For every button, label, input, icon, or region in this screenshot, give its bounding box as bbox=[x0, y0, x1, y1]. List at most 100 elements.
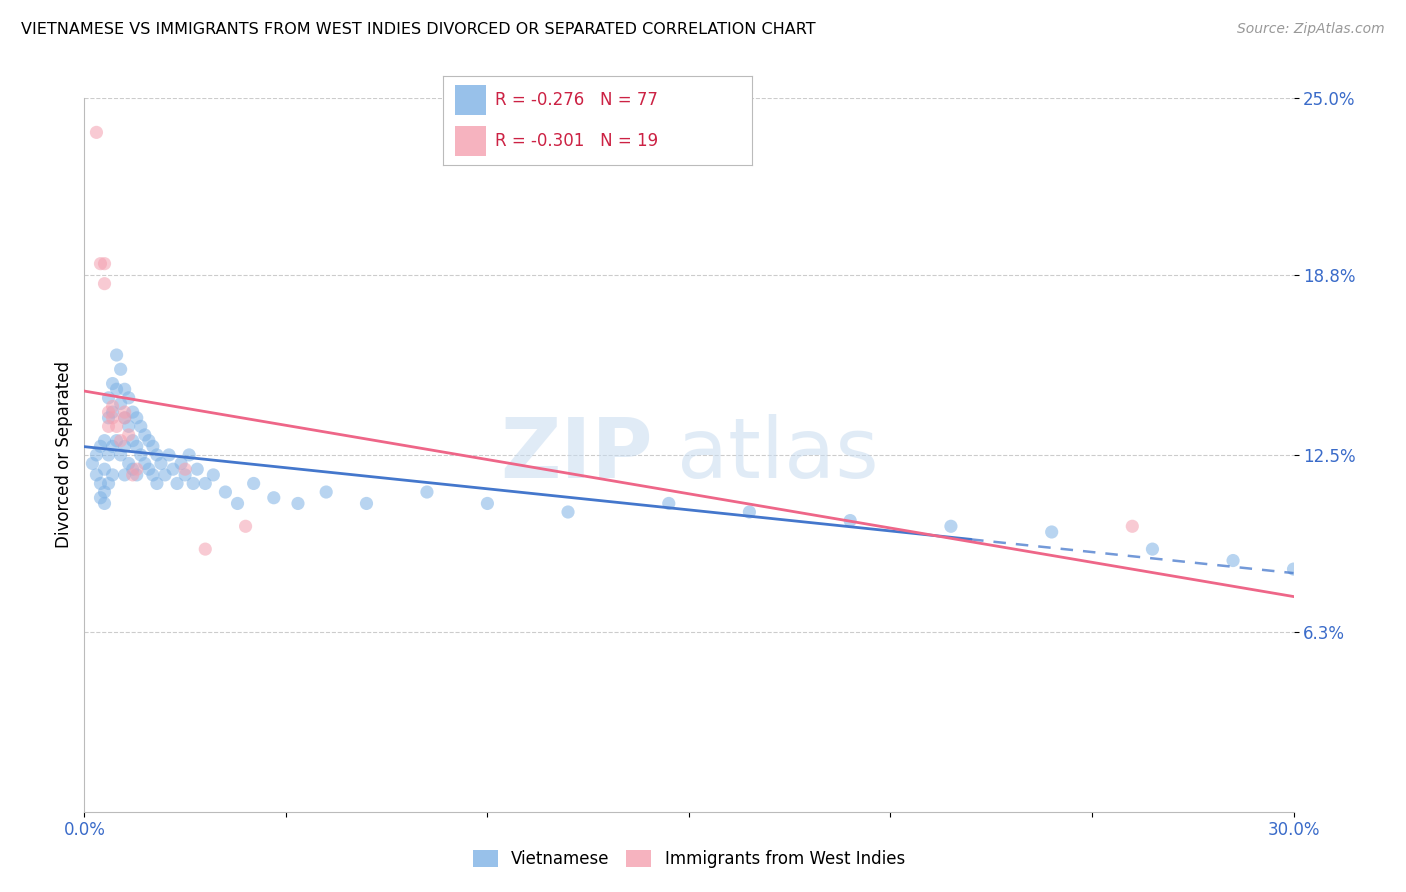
Point bbox=[97, 405, 120, 419]
Point bbox=[477, 496, 499, 510]
Point bbox=[939, 519, 962, 533]
Point bbox=[97, 391, 120, 405]
Point bbox=[93, 434, 115, 448]
Point bbox=[110, 434, 132, 448]
Point bbox=[97, 419, 120, 434]
Bar bbox=[456, 85, 486, 115]
Point bbox=[101, 405, 124, 419]
Point bbox=[114, 439, 136, 453]
Point bbox=[121, 467, 143, 482]
Point bbox=[134, 428, 156, 442]
Point bbox=[114, 382, 136, 396]
Point bbox=[125, 462, 148, 476]
Point bbox=[157, 448, 180, 462]
Point bbox=[142, 439, 165, 453]
Point bbox=[118, 457, 141, 471]
Point bbox=[174, 467, 197, 482]
Point bbox=[125, 410, 148, 425]
Point bbox=[97, 448, 120, 462]
Point bbox=[89, 476, 111, 491]
Point bbox=[1040, 524, 1063, 539]
Point bbox=[1222, 553, 1244, 567]
Point bbox=[174, 462, 197, 476]
Legend: Vietnamese, Immigrants from West Indies: Vietnamese, Immigrants from West Indies bbox=[467, 843, 911, 875]
Point bbox=[557, 505, 579, 519]
Point bbox=[658, 496, 681, 510]
Point bbox=[105, 434, 128, 448]
Point bbox=[315, 485, 337, 500]
Point bbox=[93, 277, 115, 291]
Point bbox=[121, 405, 143, 419]
Point bbox=[118, 391, 141, 405]
Point bbox=[110, 362, 132, 376]
Point bbox=[839, 514, 862, 528]
Point bbox=[142, 467, 165, 482]
Point bbox=[82, 457, 104, 471]
Point bbox=[202, 467, 225, 482]
Point bbox=[121, 462, 143, 476]
Point bbox=[121, 434, 143, 448]
Point bbox=[1142, 542, 1164, 557]
Point bbox=[105, 382, 128, 396]
Point bbox=[86, 467, 108, 482]
Bar bbox=[456, 126, 486, 156]
Point bbox=[235, 519, 257, 533]
Point bbox=[356, 496, 378, 510]
Point bbox=[242, 476, 264, 491]
Point bbox=[101, 439, 124, 453]
Point bbox=[101, 400, 124, 414]
Point bbox=[738, 505, 761, 519]
Point bbox=[263, 491, 285, 505]
Point bbox=[134, 457, 156, 471]
Point bbox=[105, 419, 128, 434]
Point bbox=[101, 376, 124, 391]
Point bbox=[287, 496, 309, 510]
Text: atlas: atlas bbox=[676, 415, 879, 495]
Point bbox=[89, 491, 111, 505]
Point bbox=[114, 405, 136, 419]
Text: R = -0.276   N = 77: R = -0.276 N = 77 bbox=[495, 91, 658, 109]
Point bbox=[118, 428, 141, 442]
Point bbox=[93, 485, 115, 500]
Text: VIETNAMESE VS IMMIGRANTS FROM WEST INDIES DIVORCED OR SEPARATED CORRELATION CHAR: VIETNAMESE VS IMMIGRANTS FROM WEST INDIE… bbox=[21, 22, 815, 37]
Point bbox=[181, 476, 204, 491]
Point bbox=[416, 485, 439, 500]
Point bbox=[114, 410, 136, 425]
Point bbox=[1282, 562, 1305, 576]
Point bbox=[179, 448, 201, 462]
Point bbox=[101, 467, 124, 482]
Point bbox=[125, 467, 148, 482]
Point bbox=[226, 496, 249, 510]
Point bbox=[93, 496, 115, 510]
Point bbox=[110, 396, 132, 410]
Point bbox=[86, 125, 108, 139]
Y-axis label: Divorced or Separated: Divorced or Separated bbox=[55, 361, 73, 549]
Point bbox=[89, 439, 111, 453]
Point bbox=[138, 462, 160, 476]
Point bbox=[129, 419, 152, 434]
Point bbox=[153, 467, 176, 482]
Point bbox=[110, 448, 132, 462]
Point bbox=[86, 448, 108, 462]
Text: R = -0.301   N = 19: R = -0.301 N = 19 bbox=[495, 132, 658, 150]
Point bbox=[89, 257, 111, 271]
Point bbox=[166, 476, 188, 491]
Point bbox=[93, 462, 115, 476]
Text: Source: ZipAtlas.com: Source: ZipAtlas.com bbox=[1237, 22, 1385, 37]
Point bbox=[170, 457, 193, 471]
Point bbox=[214, 485, 236, 500]
Point bbox=[93, 257, 115, 271]
Point bbox=[146, 448, 169, 462]
Point bbox=[125, 439, 148, 453]
Point bbox=[1121, 519, 1143, 533]
Point bbox=[194, 476, 217, 491]
Point bbox=[146, 476, 169, 491]
Point bbox=[162, 462, 184, 476]
Point bbox=[129, 448, 152, 462]
Point bbox=[149, 457, 172, 471]
Point bbox=[105, 348, 128, 362]
Point bbox=[138, 434, 160, 448]
Point bbox=[97, 410, 120, 425]
Point bbox=[97, 476, 120, 491]
Point bbox=[186, 462, 208, 476]
